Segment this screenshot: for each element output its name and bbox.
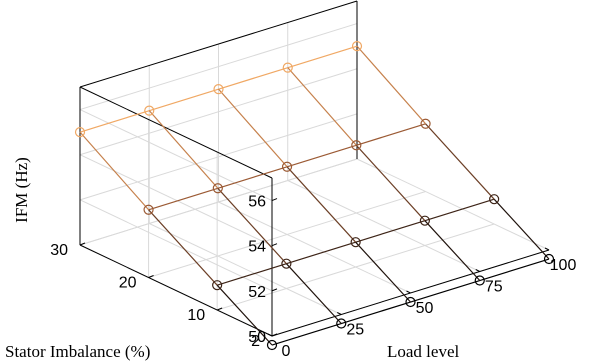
surface-column-line (217, 187, 287, 265)
surface-column-line (148, 110, 219, 189)
data-point-marker (281, 258, 292, 269)
surface-column-line (356, 45, 427, 125)
y-tick-label: 20 (119, 275, 137, 292)
z-tick-mark (271, 288, 278, 292)
floor-grid-line (216, 223, 495, 311)
x-tick-mark (267, 333, 273, 337)
z-axis-title: IFM (Hz) (12, 157, 31, 223)
x-tick-label: 0 (282, 343, 291, 360)
wall-grid-line (79, 158, 358, 246)
surface-column-line (148, 209, 218, 286)
surface-column-line (493, 198, 550, 260)
surface-column-line (79, 131, 150, 211)
back-edge-line (79, 0, 358, 88)
y-tick-label: 30 (50, 242, 68, 259)
data-point-marker (405, 296, 416, 308)
z-tick-label: 56 (248, 194, 266, 211)
data-point-marker (351, 41, 363, 52)
label-layer: 50 52 54 56 2 10 20 30 0 25 50 75 100 (50, 194, 576, 360)
grid-layer (79, 1, 550, 337)
data-point-marker (212, 280, 223, 291)
y-tick-mark (148, 275, 154, 278)
surface-column-line (218, 88, 288, 168)
data-point-marker (282, 62, 293, 73)
marker-layer (74, 41, 555, 351)
x-tick-label: 25 (346, 322, 364, 339)
wall-grid-line (79, 154, 273, 247)
surface-column-line (355, 241, 411, 303)
wall-grid-line (79, 68, 358, 156)
data-point-marker (213, 84, 224, 95)
data-point-marker (420, 118, 431, 129)
y-axis-title: Stator Imbalance (%) (5, 342, 150, 361)
z-tick-label: 52 (248, 284, 266, 301)
surface-column-line (216, 284, 273, 346)
data-point-marker (351, 140, 362, 151)
wall-grid-line (79, 199, 273, 292)
data-point-marker (543, 253, 555, 265)
y-tick-mark (216, 307, 223, 311)
y-axis-line (79, 244, 273, 337)
data-point-marker (266, 339, 278, 351)
data-point-marker (350, 237, 361, 248)
x-tick-label: 75 (485, 279, 503, 296)
data-point-marker (212, 183, 223, 194)
z-tick-label: 54 (248, 239, 266, 256)
surface-column-line (425, 123, 495, 200)
data-point-marker (144, 105, 155, 116)
wall-grid-line (79, 113, 358, 201)
surface-column-line (286, 166, 357, 243)
y-tick-label: 2 (251, 333, 260, 350)
z-tick-mark (271, 198, 278, 202)
surface-column-line (355, 144, 426, 222)
x-tick-label: 100 (550, 257, 577, 274)
x-tick-label: 50 (416, 300, 434, 317)
floor-grid-line (149, 223, 342, 315)
surface-column-line (287, 67, 357, 146)
x-tick-mark (475, 269, 480, 272)
data-point-marker (474, 275, 485, 286)
floor-grid-line (356, 158, 550, 251)
y-tick-label: 10 (187, 307, 205, 324)
axis-layer (79, 0, 550, 337)
y-tick-mark (79, 242, 86, 246)
x-tick-mark (337, 312, 342, 315)
z-tick-mark (271, 243, 278, 247)
z-tick-label: 50 (248, 329, 266, 346)
y-tick-mark (271, 333, 278, 337)
wall-grid-line (79, 23, 358, 111)
wall-grid-line (79, 109, 273, 202)
data-point-marker (74, 127, 86, 138)
data-point-marker (143, 204, 154, 215)
data-point-marker (281, 161, 293, 172)
surface-column-line (285, 263, 342, 324)
x-axis-title: Load level (387, 342, 459, 361)
data-point-marker (489, 194, 500, 205)
mesh-layer (79, 45, 550, 346)
surface-column-line (424, 220, 481, 281)
floor-grid-line (148, 191, 426, 278)
x-tick-mark (544, 247, 550, 251)
back-edge-line (79, 86, 273, 179)
floor-grid-line (218, 201, 411, 294)
data-point-marker (336, 318, 347, 329)
x-tick-mark (406, 290, 411, 294)
floor-grid-line (287, 180, 480, 272)
data-point-marker (419, 215, 430, 226)
